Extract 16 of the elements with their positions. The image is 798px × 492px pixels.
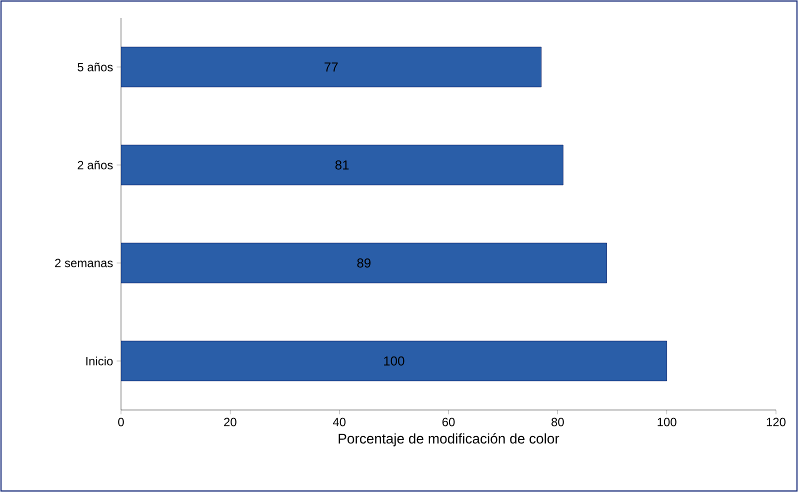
x-tick-label: 120 bbox=[766, 418, 786, 426]
data-label: 77 bbox=[324, 62, 338, 72]
data-label: 81 bbox=[335, 160, 349, 170]
y-tick-label: 2 semanas bbox=[55, 258, 113, 268]
y-tick-label: Inicio bbox=[86, 356, 113, 366]
x-tick-label: 80 bbox=[552, 418, 564, 426]
x-tick-label: 60 bbox=[442, 418, 455, 426]
x-tick-label: 0 bbox=[118, 418, 124, 426]
x-tick-label: 40 bbox=[332, 418, 346, 426]
y-tick-label: 5 años bbox=[78, 62, 113, 72]
y-tick-label: 2 años bbox=[78, 160, 113, 170]
data-label: 89 bbox=[357, 258, 371, 268]
x-tick-label: 100 bbox=[658, 418, 676, 426]
x-axis-title: Porcentaje de modificación de color bbox=[338, 433, 560, 446]
data-label: 100 bbox=[384, 356, 404, 366]
x-tick-label: 20 bbox=[224, 418, 236, 426]
